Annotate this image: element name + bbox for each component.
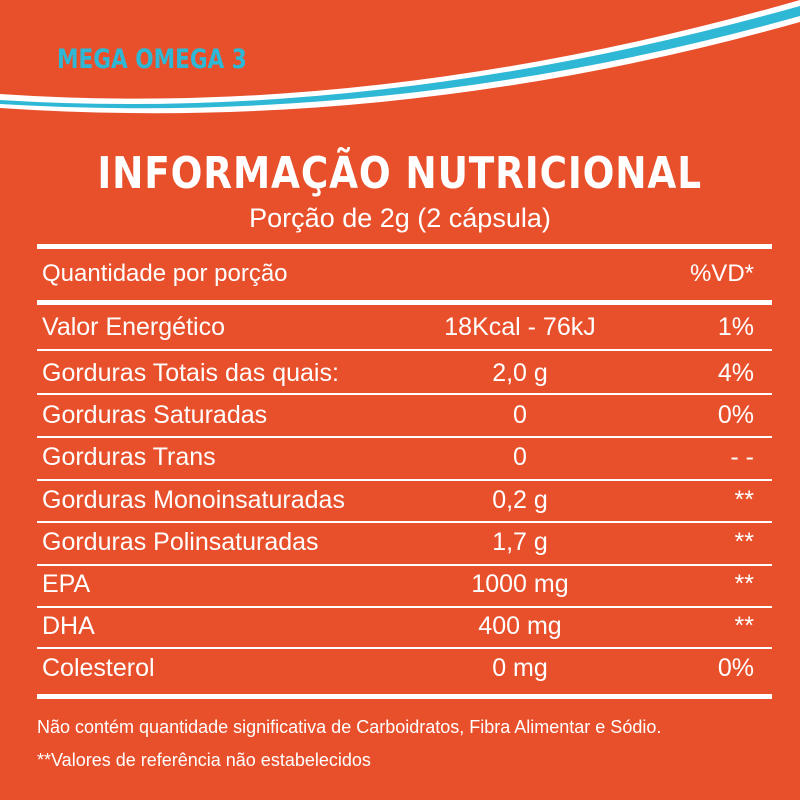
table-bottom-rule (37, 694, 772, 699)
row-divider (37, 349, 772, 351)
nutrient-name: Gorduras Trans (42, 443, 216, 471)
row-divider (37, 436, 772, 438)
nutrient-name: DHA (42, 612, 95, 640)
nutrient-name: Gorduras Totais das quais: (42, 359, 339, 387)
nutrient-vd: 1% (717, 313, 754, 341)
top-wave-decoration (0, 0, 800, 114)
table-row: Gorduras Monoinsaturadas 0,2 g ** (0, 480, 800, 520)
header-quantity-label: Quantidade por porção (42, 260, 288, 287)
table-top-rule (37, 244, 772, 249)
table-row: Gorduras Totais das quais: 2,0 g 4% (0, 353, 800, 393)
nutrient-amount: 18Kcal - 76kJ (444, 313, 596, 341)
nutrient-amount: 2,0 g (492, 359, 548, 387)
brand-logo-text: MEGA OMEGA 3 (57, 44, 247, 75)
footnote-reference-values: **Valores de referência não estabelecido… (37, 750, 371, 770)
serving-size: Porção de 2g (2 cápsula) (249, 203, 551, 233)
row-divider (37, 479, 772, 481)
nutrient-vd: ** (734, 528, 754, 556)
row-divider (37, 393, 772, 395)
header-vd-label: %VD* (689, 260, 754, 287)
table-row: DHA 400 mg ** (0, 606, 800, 646)
nutrient-amount: 0 mg (492, 654, 548, 682)
nutrient-amount: 0 (513, 401, 527, 429)
page-title-text: INFORMAÇÃO NUTRICIONAL (97, 148, 703, 199)
nutrient-name: Gorduras Polinsaturadas (42, 528, 319, 556)
nutrient-name: Colesterol (42, 654, 155, 682)
nutrient-amount: 1000 mg (471, 570, 569, 598)
header-bottom-rule (37, 300, 772, 305)
table-row: Gorduras Trans 0 - - (0, 437, 800, 477)
row-divider (37, 606, 772, 608)
row-divider (37, 521, 772, 523)
table-row: Gorduras Polinsaturadas 1,7 g ** (0, 522, 800, 562)
nutrient-amount: 0,2 g (492, 486, 548, 514)
row-divider (37, 647, 772, 649)
table-row: Valor Energético 18Kcal - 76kJ 1% (0, 307, 800, 347)
page-title: INFORMAÇÃO NUTRICIONAL (0, 148, 800, 199)
nutrient-vd: ** (734, 486, 754, 514)
row-divider (37, 564, 772, 566)
nutrient-vd: 0% (717, 401, 754, 429)
nutrient-vd: 4% (717, 359, 754, 387)
nutrient-vd: - - (730, 443, 754, 471)
nutrient-amount: 0 (513, 443, 527, 471)
nutrient-vd: 0% (717, 654, 754, 682)
nutrient-vd: ** (734, 612, 754, 640)
nutrient-name: Gorduras Saturadas (42, 401, 268, 429)
table-row: Colesterol 0 mg 0% (0, 648, 800, 688)
nutrient-name: EPA (42, 570, 91, 598)
nutrient-amount: 1,7 g (492, 528, 548, 556)
nutrient-name: Valor Energético (42, 313, 225, 341)
nutrient-vd: ** (734, 570, 754, 598)
footnote-carbohydrates: Não contém quantidade significativa de C… (37, 717, 662, 737)
table-row: Gorduras Saturadas 0 0% (0, 395, 800, 435)
nutrient-amount: 400 mg (478, 612, 562, 640)
table-row: EPA 1000 mg ** (0, 564, 800, 604)
table-header-row: Quantidade por porção %VD* (0, 254, 800, 294)
nutrient-name: Gorduras Monoinsaturadas (42, 486, 345, 514)
